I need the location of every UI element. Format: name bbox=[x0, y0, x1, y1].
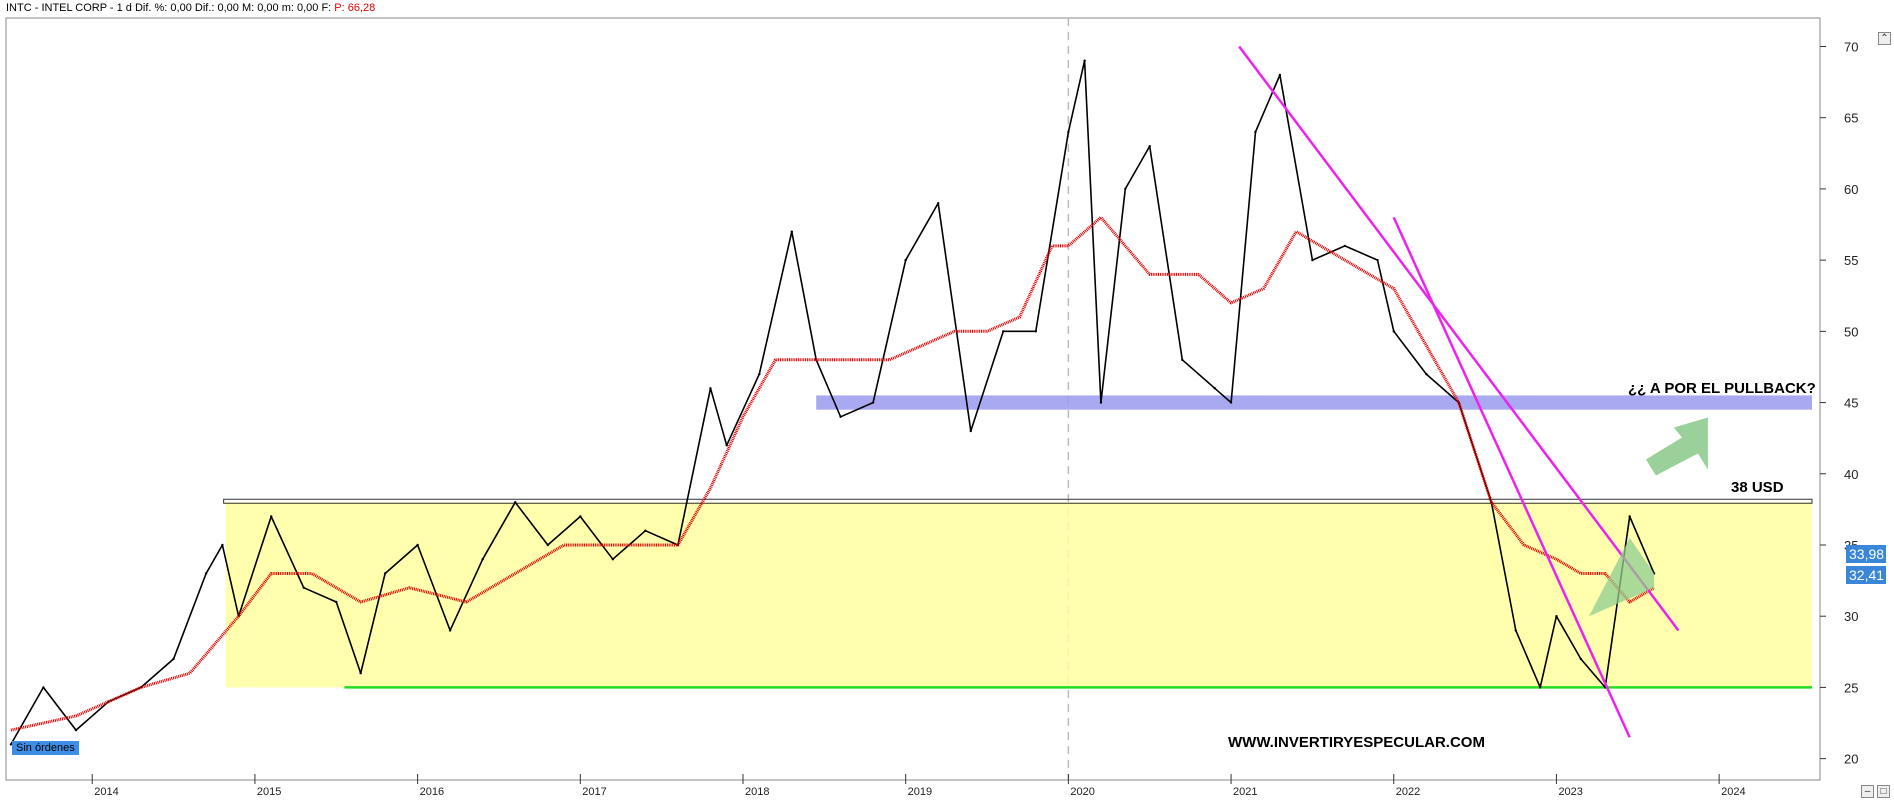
ma-price-label: 32,41 bbox=[1846, 566, 1886, 584]
price-point bbox=[758, 373, 760, 375]
price-point bbox=[359, 672, 361, 674]
price-point bbox=[726, 444, 728, 446]
price-point bbox=[1214, 387, 1216, 389]
price-point bbox=[75, 729, 77, 731]
price-point bbox=[579, 515, 581, 517]
price-point bbox=[547, 544, 549, 546]
y-tick-label-50: 50 bbox=[1844, 324, 1858, 339]
price-point bbox=[335, 601, 337, 603]
price-point bbox=[709, 387, 711, 389]
x-tick-label-2018: 2018 bbox=[745, 786, 769, 798]
price-point bbox=[644, 530, 646, 532]
x-tick-label-2023: 2023 bbox=[1558, 786, 1582, 798]
price-point bbox=[449, 629, 451, 631]
y-tick-label-40: 40 bbox=[1844, 467, 1858, 482]
y-tick-label-55: 55 bbox=[1844, 253, 1858, 268]
price-point bbox=[514, 501, 516, 503]
y-tick-label-70: 70 bbox=[1844, 39, 1858, 54]
y-tick-label-65: 65 bbox=[1844, 111, 1858, 126]
y-tick-label-45: 45 bbox=[1844, 396, 1858, 411]
price-point bbox=[303, 587, 305, 589]
price-point bbox=[904, 259, 906, 261]
y-tick-label-25: 25 bbox=[1844, 680, 1858, 695]
price-point bbox=[1580, 658, 1582, 660]
y-tick-label-30: 30 bbox=[1844, 609, 1858, 624]
price-point bbox=[172, 658, 174, 660]
price-point bbox=[1083, 60, 1085, 62]
x-tick-label-2024: 2024 bbox=[1721, 786, 1745, 798]
symbol-header: INTC - INTEL CORP - 1 d Dif. %: 0,00 Dif… bbox=[0, 0, 1894, 16]
level-annotation: 38 USD bbox=[1731, 479, 1784, 496]
price-point bbox=[1067, 131, 1069, 133]
price-point bbox=[1254, 131, 1256, 133]
last-price-label: 33,98 bbox=[1846, 545, 1886, 563]
price-point bbox=[1181, 359, 1183, 361]
x-tick-label-2014: 2014 bbox=[94, 786, 118, 798]
price-point bbox=[1100, 401, 1102, 403]
price-point bbox=[416, 544, 418, 546]
price-point bbox=[1393, 330, 1395, 332]
price-point bbox=[1149, 145, 1151, 147]
y-tick-label-20: 20 bbox=[1844, 752, 1858, 767]
yellow-range-zone bbox=[226, 502, 1812, 687]
price-point bbox=[1539, 686, 1541, 688]
price-point bbox=[1035, 330, 1037, 332]
price-point bbox=[1344, 245, 1346, 247]
price-point bbox=[1515, 629, 1517, 631]
maximize-icon[interactable]: □ bbox=[1877, 785, 1890, 798]
price-point bbox=[937, 202, 939, 204]
x-tick-label-2019: 2019 bbox=[908, 786, 932, 798]
price-point bbox=[1376, 259, 1378, 261]
price-point bbox=[1628, 515, 1630, 517]
p-value: P: 66,28 bbox=[334, 2, 375, 14]
symbol-info: INTC - INTEL CORP - 1 d Dif. %: 0,00 Dif… bbox=[6, 2, 331, 14]
price-point bbox=[1279, 74, 1281, 76]
price-point bbox=[221, 544, 223, 546]
x-tick-label-2015: 2015 bbox=[257, 786, 281, 798]
price-point bbox=[384, 572, 386, 574]
x-tick-label-2016: 2016 bbox=[420, 786, 444, 798]
price-point bbox=[1124, 188, 1126, 190]
price-point bbox=[270, 515, 272, 517]
price-point bbox=[1555, 615, 1557, 617]
x-tick-label-2021: 2021 bbox=[1233, 786, 1257, 798]
pullback-annotation: ¿¿ A POR EL PULLBACK? bbox=[1628, 380, 1816, 397]
watermark: WWW.INVERTIRYESPECULAR.COM bbox=[1228, 734, 1485, 751]
price-point bbox=[872, 401, 874, 403]
scroll-up-icon[interactable]: ⌃ bbox=[1878, 32, 1891, 45]
price-point bbox=[481, 558, 483, 560]
price-point bbox=[1425, 373, 1427, 375]
minimize-icon[interactable]: – bbox=[1861, 785, 1874, 798]
x-tick-label-2020: 2020 bbox=[1070, 786, 1094, 798]
x-tick-label-2022: 2022 bbox=[1396, 786, 1420, 798]
price-point bbox=[970, 430, 972, 432]
orders-badge[interactable]: Sin órdenes bbox=[12, 741, 79, 755]
price-point bbox=[205, 572, 207, 574]
price-point bbox=[612, 558, 614, 560]
price-point bbox=[1230, 401, 1232, 403]
price-point bbox=[1002, 330, 1004, 332]
price-point bbox=[42, 686, 44, 688]
price-point bbox=[791, 230, 793, 232]
x-tick-label-2017: 2017 bbox=[582, 786, 606, 798]
price-point bbox=[839, 416, 841, 418]
y-tick-label-60: 60 bbox=[1844, 182, 1858, 197]
price-point bbox=[1311, 259, 1313, 261]
